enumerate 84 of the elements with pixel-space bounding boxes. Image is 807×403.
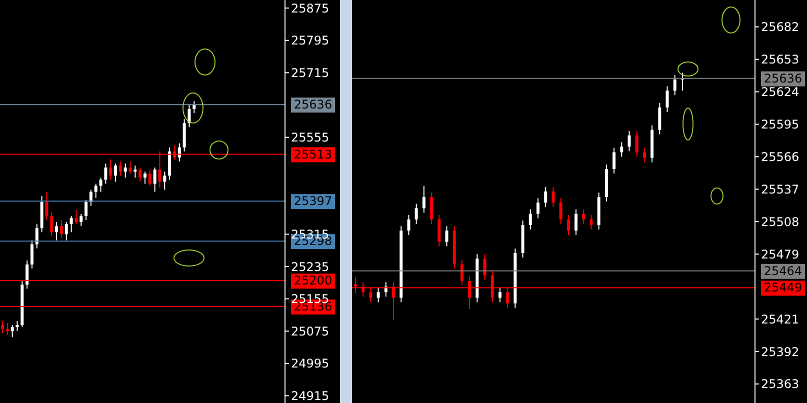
candlestick [6,322,9,336]
y-tick-label: 25555 [291,130,330,145]
candlestick [658,102,662,135]
ref-line-label: 25397 [294,194,332,208]
candlestick [559,198,562,224]
y-tick-label: 25795 [291,34,330,48]
y-tick-label: 25715 [291,66,330,80]
candlestick [144,171,146,184]
candlestick [192,100,196,114]
candlestick [1,320,4,334]
candlestick [134,165,137,178]
y-tick-label: 24995 [291,356,330,371]
candlestick [620,142,624,158]
candlestick [590,214,593,230]
candlestick [60,220,63,239]
ref-line-label: 25636 [764,71,802,86]
candlestick [574,208,578,236]
candlestick [74,209,78,225]
candlestick [45,191,48,221]
y-tick-label: 25363 [761,377,800,392]
ref-line-label: 25636 [294,98,332,112]
ref-line-label: 25464 [764,264,802,278]
candlestick [498,287,502,303]
y-tick-label: 25508 [761,214,800,229]
candlestick [50,212,54,237]
candlestick [483,254,486,280]
y-tick-label: 25392 [761,344,800,359]
candlestick [128,161,132,174]
candlestick [109,159,112,180]
y-tick-label: 25653 [761,52,800,67]
candlestick [153,167,156,192]
candlestick [430,192,434,224]
candlestick [438,214,441,247]
candlestick [114,163,118,182]
candlestick [414,203,418,224]
candlestick [163,171,166,190]
candlestick [124,163,127,178]
candlestick [536,198,540,219]
candlestick [566,214,570,236]
candlestick [118,161,122,176]
candlestick [376,287,380,303]
candlestick [94,183,98,198]
candlestick [642,147,646,163]
candlestick [188,104,191,128]
candlestick [10,324,14,338]
y-tick-label: 25875 [291,1,330,16]
y-tick-label: 25566 [761,150,800,164]
y-tick-label: 25075 [291,324,330,338]
candlestick [445,226,448,247]
y-tick-label: 25421 [761,312,800,326]
candlestick [673,74,676,96]
candlestick [30,240,34,270]
y-tick-label: 25682 [761,20,800,34]
candlestick [552,186,555,208]
candlestick [544,186,548,208]
candlestick [666,86,669,112]
candlestick [99,177,102,192]
candlestick [16,320,19,332]
candlestick [80,214,83,227]
candlestick [26,260,29,290]
candlestick [64,222,68,241]
candlestick [35,224,38,249]
ref-line-label: 25200 [294,274,332,288]
ref-line-label: 25449 [764,280,802,295]
candlestick [104,163,108,184]
candlestick [407,214,410,236]
candlestick [138,167,142,182]
candlestick [612,147,616,174]
ref-line-label: 25513 [294,147,332,162]
candlestick [148,169,152,186]
y-tick-label: 24915 [291,388,330,403]
y-tick-label: 25624 [761,85,800,100]
y-tick-label: 25537 [761,182,800,196]
candlestick [55,222,58,241]
candlestick [582,208,586,224]
y-tick-label: 25595 [761,118,800,132]
candlestick [84,199,88,221]
candlestick [528,208,532,230]
y-tick-label: 25479 [761,247,800,262]
candlestick [422,185,426,214]
candlestick [70,216,73,233]
candlestick [635,130,638,158]
candlestick [628,130,631,152]
y-tick-label: 25235 [291,260,330,274]
